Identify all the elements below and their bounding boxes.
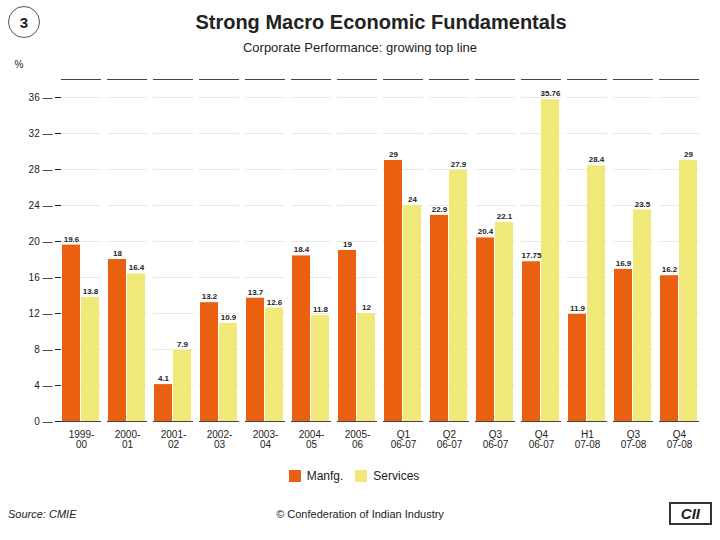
svg-text:17.75: 17.75 (521, 251, 542, 260)
svg-text:12.6: 12.6 (267, 298, 283, 307)
svg-text:28 —: 28 — (29, 164, 53, 175)
svg-text:24 —: 24 — (29, 200, 53, 211)
svg-text:2002-03: 2002-03 (207, 429, 233, 450)
svg-text:2001-02: 2001-02 (161, 429, 187, 450)
html-text:Manfg.: Manfg. (306, 468, 344, 483)
svg-text:16.9: 16.9 (616, 259, 632, 268)
svg-text:23.5: 23.5 (635, 200, 651, 209)
svg-text:29: 29 (389, 150, 398, 159)
svg-text:22.9: 22.9 (432, 205, 448, 214)
svg-text:11.9: 11.9 (570, 304, 586, 313)
html-text:Corporate Performance: growing: Corporate Performance: growing top line (242, 40, 478, 55)
svg-text:36 —: 36 — (29, 92, 53, 103)
svg-text:28.4: 28.4 (589, 155, 605, 164)
svg-text:11.8: 11.8 (313, 305, 329, 314)
svg-text:4.1: 4.1 (158, 374, 170, 383)
svg-text:4 —: 4 — (34, 380, 52, 391)
svg-text:27.9: 27.9 (451, 160, 467, 169)
svg-text:16 —: 16 — (29, 272, 53, 283)
svg-text:22.1: 22.1 (497, 212, 513, 221)
svg-text:1999-00: 1999-00 (69, 429, 95, 450)
svg-text:2004-05: 2004-05 (299, 429, 325, 450)
svg-text:Q406-07: Q406-07 (529, 429, 555, 450)
svg-text:Q206-07: Q206-07 (437, 429, 463, 450)
svg-text:20.4: 20.4 (478, 227, 494, 236)
svg-text:Q106-07: Q106-07 (391, 429, 417, 450)
svg-text:2003-04: 2003-04 (253, 429, 279, 450)
svg-text:18: 18 (113, 249, 122, 258)
svg-text:20 —: 20 — (29, 236, 53, 247)
svg-text:%: % (15, 59, 24, 70)
svg-text:35.76: 35.76 (540, 89, 561, 98)
html-text:Strong Macro Economic Fundamen: Strong Macro Economic Fundamentals (195, 10, 567, 33)
svg-text:12: 12 (362, 303, 371, 312)
svg-text:2005-06: 2005-06 (345, 429, 371, 450)
svg-text:16.4: 16.4 (129, 263, 145, 272)
svg-text:Q407-08: Q407-08 (667, 429, 693, 450)
svg-text:18.4: 18.4 (294, 245, 310, 254)
svg-text:Q306-07: Q306-07 (483, 429, 509, 450)
html-text:3: 3 (19, 13, 29, 31)
svg-text:2000-01: 2000-01 (115, 429, 141, 450)
svg-text:16.2: 16.2 (662, 265, 678, 274)
svg-text:12 —: 12 — (29, 308, 53, 319)
svg-text:13.7: 13.7 (248, 288, 264, 297)
svg-text:8 —: 8 — (34, 344, 52, 355)
svg-text:H107-08: H107-08 (575, 429, 601, 450)
html-text:Services: Services (373, 468, 420, 483)
svg-text:29: 29 (684, 150, 693, 159)
svg-text:Q307-08: Q307-08 (621, 429, 647, 450)
html-text:CII: CII (680, 505, 700, 522)
svg-text:13.2: 13.2 (202, 292, 218, 301)
svg-text:19: 19 (343, 240, 352, 249)
svg-text:7.9: 7.9 (177, 340, 189, 349)
svg-text:24: 24 (408, 195, 417, 204)
svg-text:32 —: 32 — (29, 128, 53, 139)
html-text:Source: CMIE: Source: CMIE (8, 507, 77, 520)
svg-text:10.9: 10.9 (221, 313, 237, 322)
svg-text:13.8: 13.8 (83, 287, 99, 296)
html-text:© Confederation of Indian Indu: © Confederation of Indian Industry (276, 507, 444, 520)
svg-text:0 —: 0 — (34, 416, 52, 427)
svg-text:19.6: 19.6 (64, 235, 80, 244)
